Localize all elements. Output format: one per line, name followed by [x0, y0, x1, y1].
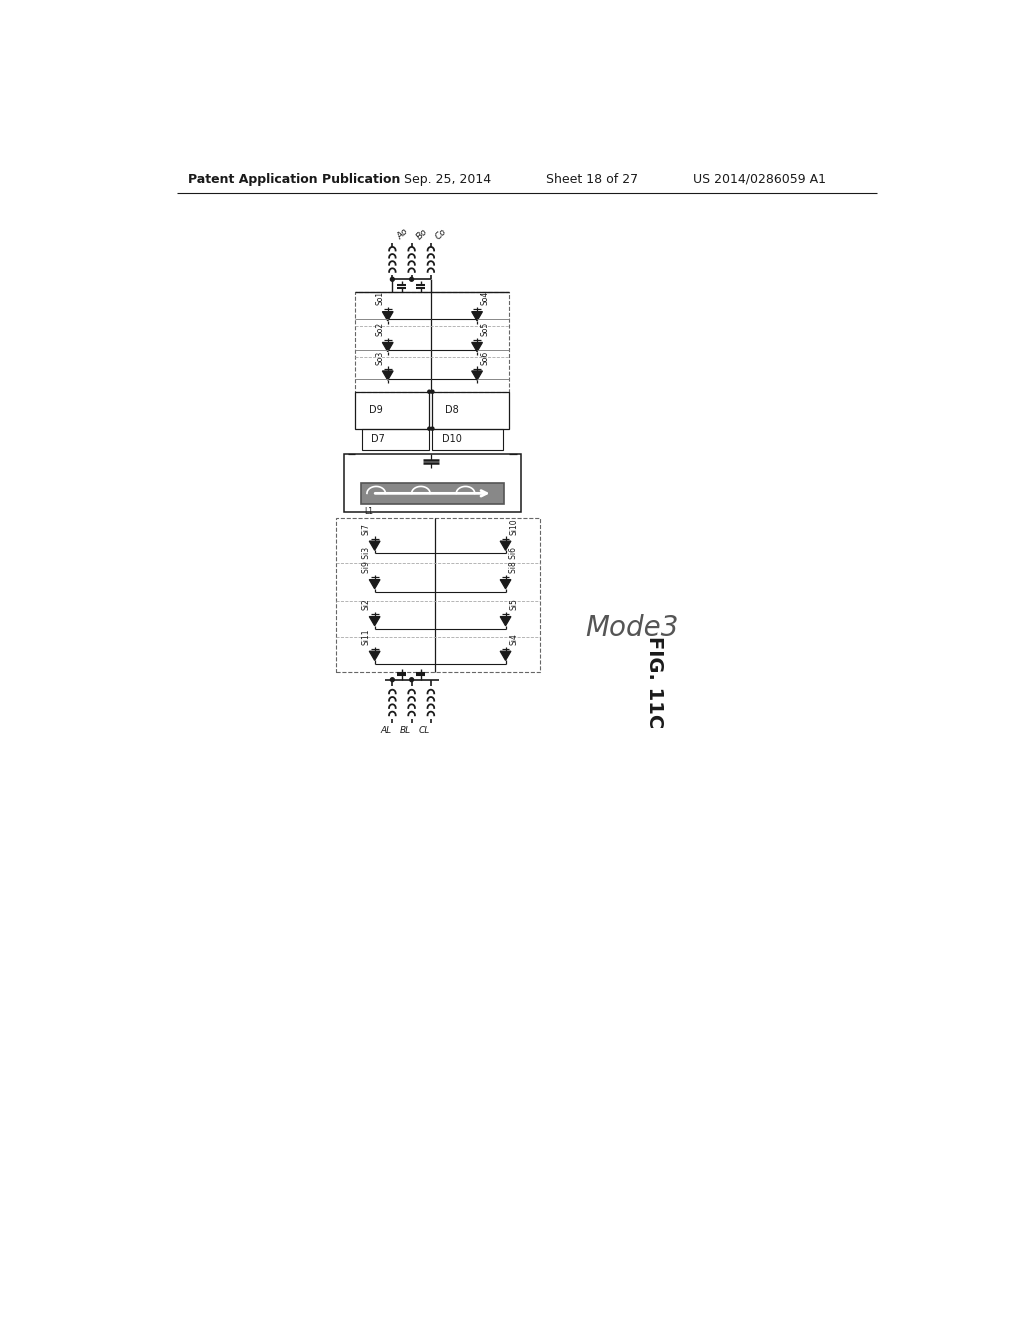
Polygon shape: [370, 651, 380, 660]
Text: CL: CL: [419, 726, 430, 735]
Text: AL: AL: [381, 726, 392, 735]
Polygon shape: [500, 651, 511, 660]
Text: L1: L1: [365, 507, 374, 516]
Polygon shape: [472, 342, 482, 351]
Text: Sheet 18 of 27: Sheet 18 of 27: [547, 173, 639, 186]
Bar: [336, 517, 541, 672]
Text: D8: D8: [444, 405, 459, 416]
Circle shape: [431, 391, 434, 393]
Circle shape: [390, 277, 394, 281]
Text: Si4: Si4: [509, 634, 518, 645]
Text: D9: D9: [370, 405, 383, 416]
Polygon shape: [370, 579, 380, 589]
Text: Sep. 25, 2014: Sep. 25, 2014: [403, 173, 492, 186]
Text: BL: BL: [400, 726, 411, 735]
Circle shape: [428, 391, 431, 393]
Text: So3: So3: [376, 351, 385, 364]
Text: Si9 Si3: Si9 Si3: [361, 548, 371, 573]
Polygon shape: [370, 616, 380, 626]
Bar: [432, 429, 503, 450]
Polygon shape: [370, 541, 380, 550]
Bar: [355, 392, 429, 429]
Text: D10: D10: [441, 434, 462, 445]
Circle shape: [410, 677, 414, 681]
Text: Si8 Si6: Si8 Si6: [509, 548, 518, 573]
Bar: [360, 483, 504, 504]
Text: Si2: Si2: [361, 599, 371, 610]
Bar: [361, 429, 429, 450]
Polygon shape: [472, 371, 482, 380]
Polygon shape: [382, 371, 393, 380]
Polygon shape: [500, 616, 511, 626]
Circle shape: [410, 277, 414, 281]
Circle shape: [428, 428, 431, 430]
Bar: [355, 292, 509, 392]
Text: FIG. 11C: FIG. 11C: [645, 636, 664, 729]
Text: So5: So5: [480, 322, 489, 337]
Text: US 2014/0286059 A1: US 2014/0286059 A1: [692, 173, 825, 186]
Polygon shape: [472, 312, 482, 321]
Bar: [344, 454, 521, 512]
Bar: [432, 392, 509, 429]
Text: Bo: Bo: [415, 227, 429, 242]
Text: So4: So4: [480, 292, 489, 305]
Polygon shape: [500, 541, 511, 550]
Text: Patent Application Publication: Patent Application Publication: [188, 173, 400, 186]
Text: Si7: Si7: [361, 523, 371, 535]
Polygon shape: [382, 312, 393, 321]
Text: Co: Co: [434, 227, 449, 242]
Text: So6: So6: [480, 351, 489, 364]
Text: Si5: Si5: [509, 598, 518, 610]
Text: Si11: Si11: [361, 628, 371, 645]
Text: D7: D7: [371, 434, 385, 445]
Circle shape: [431, 428, 434, 430]
Text: So2: So2: [376, 322, 385, 337]
Text: Ao: Ao: [395, 227, 410, 242]
Circle shape: [390, 677, 394, 681]
Polygon shape: [500, 579, 511, 589]
Text: Si10: Si10: [509, 519, 518, 535]
Text: Mode3: Mode3: [585, 614, 678, 642]
Polygon shape: [382, 342, 393, 351]
Text: So1: So1: [376, 292, 385, 305]
